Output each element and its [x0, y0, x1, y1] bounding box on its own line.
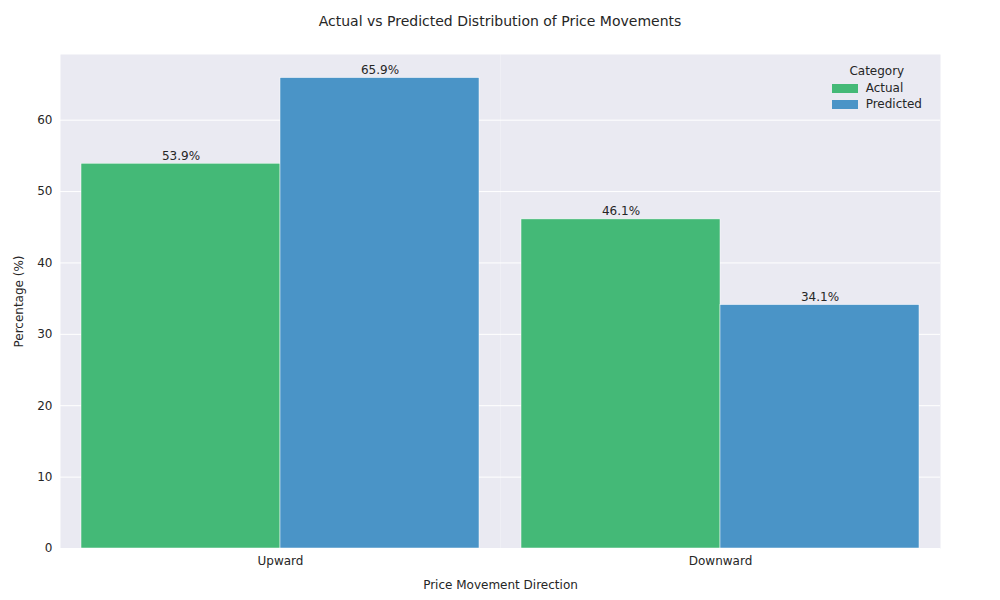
svg-text:40: 40 — [37, 256, 52, 270]
svg-text:20: 20 — [37, 399, 52, 413]
svg-text:50: 50 — [37, 184, 52, 198]
svg-text:60: 60 — [37, 113, 52, 127]
html-text:Actual: Actual — [865, 81, 904, 95]
html-text:Predicted: Predicted — [865, 97, 922, 111]
svg-text:Upward: Upward — [258, 554, 304, 568]
svg-text:46.1%: 46.1% — [602, 204, 640, 218]
svg-text:65.9%: 65.9% — [361, 63, 399, 77]
svg-text:34.1%: 34.1% — [801, 290, 839, 304]
svg-text:Percentage (%): Percentage (%) — [12, 255, 26, 347]
svg-text:30: 30 — [37, 327, 52, 341]
svg-text:Downward: Downward — [689, 554, 753, 568]
html-text:Actual vs Predicted Distributi: Actual vs Predicted Distribution of Pric… — [318, 13, 682, 29]
svg-text:Price Movement Direction: Price Movement Direction — [423, 578, 578, 592]
svg-text:10: 10 — [37, 470, 52, 484]
svg-text:0: 0 — [45, 541, 53, 555]
html-text:Category: Category — [849, 64, 905, 78]
svg-text:53.9%: 53.9% — [162, 149, 200, 163]
